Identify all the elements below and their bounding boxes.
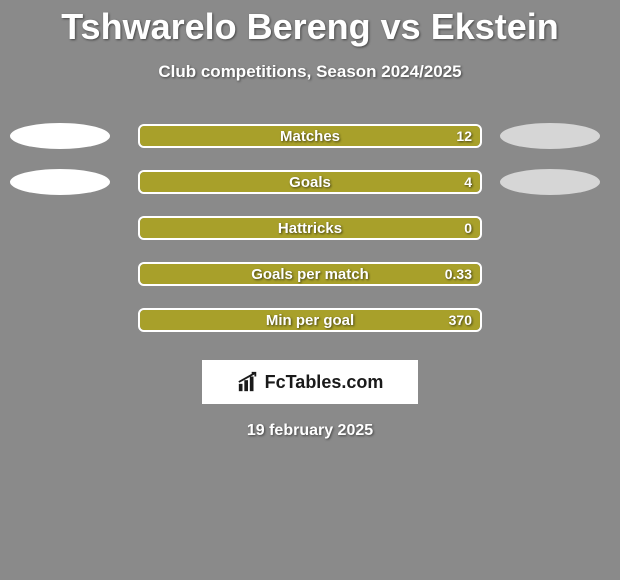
- stat-label: Min per goal: [266, 312, 354, 329]
- comparison-infographic: Tshwarelo Bereng vs Ekstein Club competi…: [0, 0, 620, 580]
- stat-row: Hattricks 0: [0, 216, 620, 240]
- player-right-marker: [500, 123, 600, 149]
- stat-value: 12: [456, 128, 472, 144]
- chart-bar-icon: [237, 371, 259, 393]
- stat-bar: Goals 4: [138, 170, 482, 194]
- player-left-marker: [10, 123, 110, 149]
- stat-label: Goals: [289, 174, 331, 191]
- stat-row: Goals per match 0.33: [0, 262, 620, 286]
- player-left-marker: [10, 169, 110, 195]
- stat-value: 4: [464, 174, 472, 190]
- page-subtitle: Club competitions, Season 2024/2025: [158, 62, 461, 82]
- stat-value: 370: [449, 312, 472, 328]
- stat-bar: Hattricks 0: [138, 216, 482, 240]
- player-right-marker: [500, 169, 600, 195]
- brand-text: FcTables.com: [265, 372, 384, 393]
- stat-label: Hattricks: [278, 220, 342, 237]
- stat-row: Min per goal 370: [0, 308, 620, 332]
- stat-bar: Goals per match 0.33: [138, 262, 482, 286]
- footer-date: 19 february 2025: [247, 422, 373, 440]
- stats-rows: Matches 12 Goals 4 Hattricks 0 Goals per match…: [0, 124, 620, 332]
- stat-row: Goals 4: [0, 170, 620, 194]
- stat-label: Goals per match: [251, 266, 369, 283]
- stat-value: 0.33: [445, 266, 472, 282]
- stat-value: 0: [464, 220, 472, 236]
- stat-bar: Matches 12: [138, 124, 482, 148]
- stat-bar: Min per goal 370: [138, 308, 482, 332]
- stat-label: Matches: [280, 128, 340, 145]
- brand-badge: FcTables.com: [202, 360, 418, 404]
- stat-row: Matches 12: [0, 124, 620, 148]
- page-title: Tshwarelo Bereng vs Ekstein: [61, 6, 559, 48]
